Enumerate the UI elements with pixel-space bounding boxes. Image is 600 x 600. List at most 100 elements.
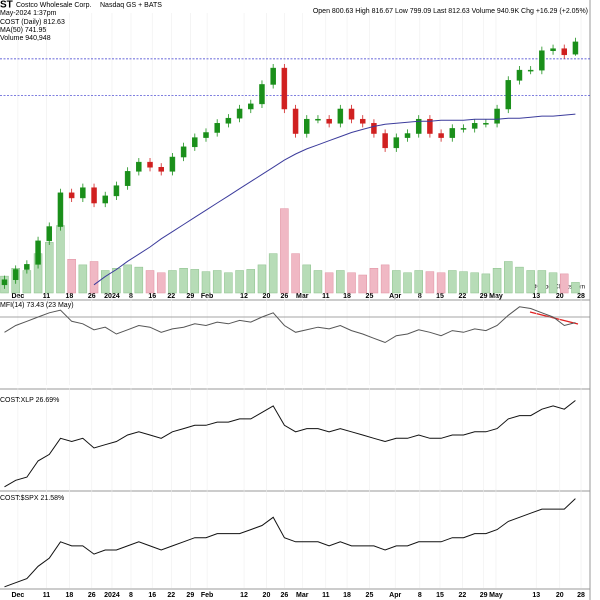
candle-body — [505, 80, 512, 110]
volume-bar — [291, 253, 300, 294]
symbol: ST — [0, 0, 13, 11]
candle-body — [281, 67, 288, 110]
candle-body — [24, 264, 30, 270]
candle-body — [192, 137, 198, 148]
candle-body — [12, 269, 19, 280]
candle-body — [427, 118, 433, 134]
panel-label: MFI(14) 73.43 (23 May) — [0, 302, 74, 309]
x-tick-label: 26 — [280, 592, 288, 599]
volume-bar — [190, 269, 200, 294]
candle-body — [124, 171, 131, 186]
volume-bar — [212, 270, 222, 294]
x-tick-label: 11 — [43, 592, 51, 599]
x-tick-label: 22 — [458, 592, 466, 599]
x-tick-label: 25 — [366, 592, 374, 599]
volume-bar — [504, 261, 513, 294]
indicator-line — [4, 306, 576, 344]
volume-bar — [526, 270, 535, 294]
candle-body — [147, 161, 153, 168]
candle-body — [169, 156, 176, 172]
candle-body — [348, 108, 355, 120]
candle-body — [203, 132, 209, 138]
candle-body — [438, 133, 444, 138]
x-tick-label: Mar — [296, 592, 309, 599]
volume-label: Volume 940,948 — [0, 35, 51, 42]
candle-body — [292, 108, 299, 134]
candle-body — [539, 50, 545, 71]
volume-bar — [156, 272, 166, 294]
volume-bar — [123, 264, 132, 294]
volume-bar — [492, 268, 502, 294]
company-name: Costco Wholesale Corp. — [16, 2, 92, 9]
candle-body — [494, 108, 500, 124]
volume-bar — [45, 242, 54, 294]
volume-bar — [67, 259, 76, 294]
x-tick-label: 8 — [129, 592, 133, 599]
volume-bar — [515, 266, 524, 294]
x-tick-label: Feb — [201, 592, 213, 599]
candle-body — [91, 187, 97, 204]
ma-label: MA(50) 741.95 — [0, 27, 46, 34]
volume-bar — [470, 272, 479, 294]
x-tick-label: 29 — [480, 592, 488, 599]
candle-body — [304, 118, 310, 134]
volume-bar — [179, 268, 188, 294]
volume-bar — [112, 268, 121, 294]
volume-bar — [78, 264, 88, 294]
candle-body — [471, 123, 478, 129]
volume-bar — [302, 264, 312, 294]
volume-bar — [414, 270, 423, 294]
x-tick-label: 2024 — [104, 592, 120, 599]
x-tick-label: 15 — [436, 592, 444, 599]
candle-body — [80, 187, 86, 199]
volume-bar — [436, 272, 446, 294]
candle-body — [572, 41, 579, 55]
volume-bar — [56, 225, 65, 294]
candle-body — [382, 133, 388, 149]
candle-body — [214, 123, 220, 133]
candle-body — [460, 128, 467, 130]
volume-bar — [336, 270, 345, 294]
candle-body — [158, 167, 164, 172]
x-tick-label: Dec — [11, 592, 24, 599]
indicator-line — [4, 400, 576, 488]
candle-body — [527, 69, 534, 72]
candle-body — [393, 137, 400, 149]
date: May-2024 1:37pm — [0, 10, 57, 17]
watermark: @ StockCharts.com — [532, 285, 585, 291]
quote: Open 800.63 High 816.67 Low 799.09 Last … — [313, 8, 588, 15]
volume-bar — [134, 266, 144, 294]
volume-bar — [358, 274, 367, 294]
moving-average — [93, 113, 576, 286]
x-tick-label: 18 — [343, 592, 351, 599]
x-tick-label: 22 — [167, 592, 175, 599]
x-tick-label: 29 — [186, 592, 194, 599]
volume-bar — [224, 272, 233, 294]
x-tick-label: 20 — [263, 592, 271, 599]
candle-body — [371, 123, 377, 134]
volume-bar — [459, 271, 468, 294]
x-tick-label: 11 — [322, 592, 330, 599]
volume-bar — [369, 268, 379, 294]
volume-bar — [145, 270, 155, 294]
candle-body — [315, 118, 321, 121]
volume-bar — [257, 264, 267, 294]
indicator-line — [4, 498, 576, 588]
volume-bar — [448, 270, 457, 294]
candle-body — [102, 195, 108, 204]
candle-body — [248, 103, 254, 110]
volume-bar — [201, 271, 211, 294]
candle-body — [136, 161, 142, 172]
volume-bar — [22, 270, 32, 294]
volume-bar — [537, 270, 547, 294]
volume-bar — [235, 270, 244, 294]
x-tick-label: 16 — [148, 592, 156, 599]
x-tick-label: 8 — [418, 592, 422, 599]
panel-label: COST:XLP 26.69% — [0, 397, 59, 404]
volume-bar — [425, 271, 435, 294]
candle-body — [337, 108, 344, 124]
x-tick-label: May — [489, 592, 503, 599]
panel-label: COST (Daily) 812.63 — [0, 19, 65, 26]
candle-body — [259, 84, 265, 105]
candle-body — [359, 118, 366, 124]
